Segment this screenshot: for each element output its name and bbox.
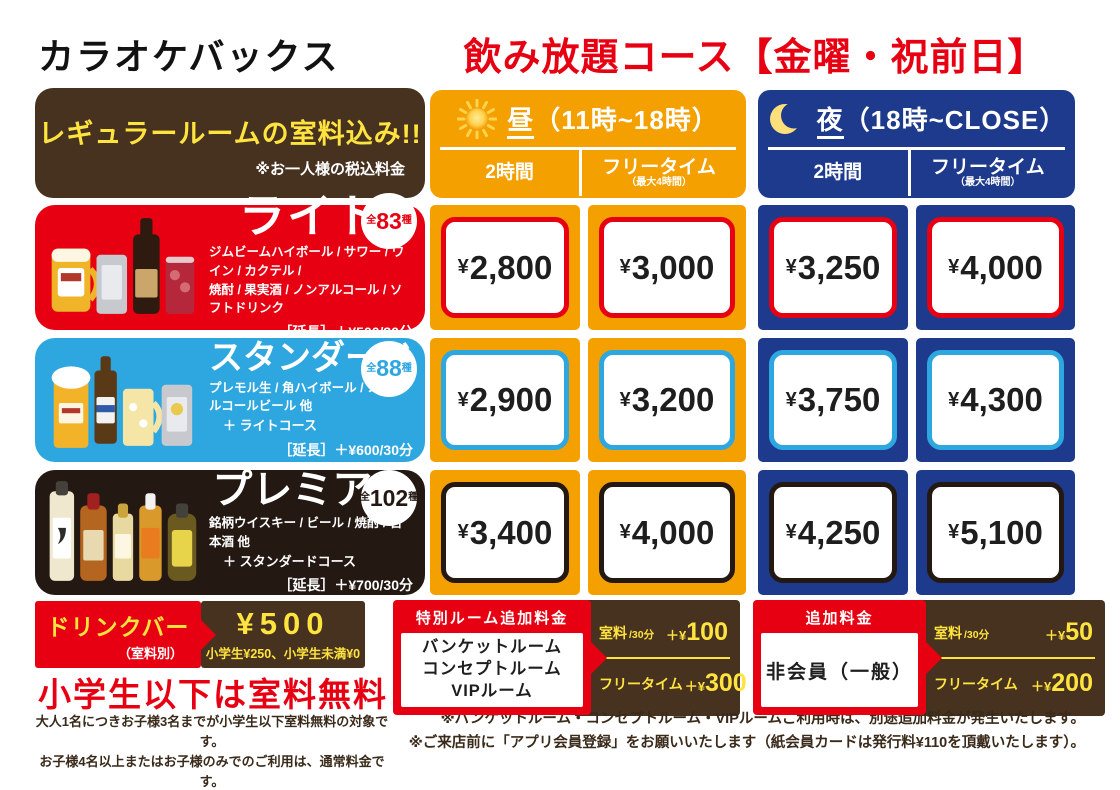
- price-cell-light-day-2h: ¥2,800: [430, 205, 580, 330]
- tax-included-note: ※お一人様の税込料金: [255, 161, 405, 178]
- count-badge-premium: 全 102 種: [360, 470, 418, 526]
- day-hours: （11時~18時）: [534, 105, 719, 135]
- surcharge-target-box: 非会員（一般）: [761, 633, 918, 707]
- special-room-box: 特別ルーム追加料金 バンケットルーム コンセプトルーム VIPルーム: [393, 600, 607, 715]
- drink-bar-label-box: ドリンクバー （室料別）: [35, 601, 216, 668]
- price-cell-light-night-freetime: ¥4,000: [916, 205, 1075, 330]
- day-label: 昼（11時~18時）: [507, 100, 719, 139]
- day-header: 昼（11時~18時） 2時間 フリータイム （最大4時間）: [430, 90, 746, 198]
- price-cell-light-day-freetime: ¥3,000: [588, 205, 746, 330]
- sun-icon: [457, 98, 498, 139]
- day-header-top: 昼（11時~18時）: [430, 90, 746, 147]
- special-room-arrow: [591, 641, 607, 674]
- price-cell-premium-day-freetime: ¥4,000: [588, 470, 746, 595]
- drink-bar-price: ¥500: [236, 605, 330, 641]
- night-header-top: 夜（18時~CLOSE）: [758, 90, 1075, 147]
- course-desc-light-2: 焼酎 / 果実酒 / ノンアルコール / ソフトドリンク: [209, 282, 403, 316]
- price-cell-standard-night-2h: ¥3,750: [758, 338, 908, 462]
- surcharge-title: 追加料金: [805, 610, 874, 627]
- count-badge-light: 全 83 種: [361, 193, 417, 249]
- kids-free-headline: 小学生以下は室料無料: [38, 676, 388, 713]
- night-subcolumns: 2時間 フリータイム （最大4時間）: [768, 147, 1065, 196]
- extension-fee-standard: ［延長］＋¥600/30分: [278, 441, 413, 458]
- footnote-line2: ※ご来店前に「アプリ会員登録」をお願いいたします（紙会員カードは発行料¥110を…: [408, 734, 1085, 751]
- course-body-standard: 全 88 種 スタンダード プレモル生 / 角ハイボール / ノンアルコールビール …: [209, 335, 425, 466]
- night-period: 夜: [816, 105, 844, 139]
- course-body-premium: 全 102 種 プレミアム 銘柄ウイスキー / ビール / 焼酎 / 日本酒 他 ＋…: [209, 464, 425, 601]
- page-title: 飲み放題コース【金曜・祝前日】: [463, 37, 1047, 79]
- course-body-light: 全 83 種 ライト ジムビームハイボール / サワー / ワイン / カクテル /…: [209, 187, 425, 348]
- surcharge-target: 非会員（一般）: [765, 661, 913, 683]
- course-card-standard: 全 88 種 スタンダード プレモル生 / 角ハイボール / ノンアルコールビール …: [35, 338, 425, 462]
- day-col-2h: 2時間: [440, 150, 583, 196]
- drink-photo-light: [51, 217, 195, 314]
- surcharge-arrow: [926, 641, 942, 674]
- course-desc-premium-1: 銘柄ウイスキー / ビール / 焼酎 / 日本酒 他: [209, 516, 403, 549]
- drink-bar-arrow: [201, 619, 216, 650]
- special-room-fee-row: フリータイム ＋¥300: [599, 669, 747, 697]
- footnote-line1: ※バンケットルーム・コンセプトルーム・VIPルームご利用時は、別途追加料金が発生…: [440, 711, 1085, 727]
- course-card-premium: 全 102 種 プレミアム 銘柄ウイスキー / ビール / 焼酎 / 日本酒 他 ＋…: [35, 470, 425, 595]
- drink-bar-price-box: ¥500 小学生¥250、小学生未満¥0: [201, 601, 365, 668]
- brand-logo: カラオケバックス: [38, 36, 340, 77]
- special-room-list: バンケットルーム コンセプトルーム VIPルーム: [401, 633, 583, 707]
- drink-bar-room-note: （室料別）: [117, 645, 183, 661]
- price-cell-premium-night-2h: ¥4,250: [758, 470, 908, 595]
- extension-fee-premium: ［延長］＋¥700/30分: [278, 577, 413, 593]
- drink-photo-standard: [51, 356, 193, 448]
- course-desc-light-1: ジムビームハイボール / サワー / ワイン / カクテル /: [209, 245, 405, 278]
- kids-free-note-line1: 大人1名につきお子様3名までが小学生以下室料無料の対象です。: [35, 714, 389, 750]
- surcharge-fee-row: 室料/30分 ＋¥50: [920, 608, 1095, 659]
- price-cell-standard-day-2h: ¥2,900: [430, 338, 580, 462]
- room-fee-included-box: レギュラールームの室料込み!! ※お一人様の税込料金: [35, 88, 425, 198]
- day-period: 昼: [507, 105, 535, 139]
- surcharge-fee-row: フリータイム ＋¥200: [934, 669, 1093, 697]
- special-room-item: VIPルーム: [451, 681, 533, 700]
- day-col-freetime: フリータイム （最大4時間）: [602, 156, 716, 188]
- kids-free-note: 大人1名につきお子様3名までが小学生以下室料無料の対象です。 お子様4名以上また…: [28, 712, 396, 790]
- course-title-light: ライト: [239, 190, 383, 242]
- moon-icon: [769, 102, 807, 134]
- course-desc-standard-1: プレモル生 / 角ハイボール / ノンアルコールビール 他: [209, 380, 405, 414]
- kids-free-note-line2: お子様4名以上またはお子様のみでのご利用は、通常料金です。: [39, 754, 385, 790]
- special-room-fee-row: 室料/30分 ＋¥100: [585, 608, 730, 659]
- day-subcolumns: 2時間 フリータイム （最大4時間）: [440, 147, 736, 196]
- room-fee-included-text: レギュラールームの室料込み!!: [38, 119, 422, 149]
- surcharge-box: 追加料金 非会員（一般）: [753, 600, 942, 715]
- special-room-item: バンケットルーム: [421, 638, 563, 657]
- drink-bar-kids-price: 小学生¥250、小学生未満¥0: [205, 646, 361, 661]
- special-room-title: 特別ルーム追加料金: [415, 610, 569, 627]
- night-col-2h: 2時間: [768, 150, 911, 196]
- price-cell-light-night-2h: ¥3,250: [758, 205, 908, 330]
- course-card-light: 全 83 種 ライト ジムビームハイボール / サワー / ワイン / カクテル /…: [35, 193, 425, 340]
- price-cell-premium-night-freetime: ¥5,100: [916, 470, 1075, 595]
- extension-fee-light: ［延長］＋¥500/30分: [278, 324, 413, 340]
- price-cell-standard-night-freetime: ¥4,300: [916, 338, 1075, 462]
- course-desc-premium-2: ＋ スタンダードコース: [223, 553, 356, 569]
- night-label: 夜（18時~CLOSE）: [816, 100, 1067, 139]
- night-col-freetime: フリータイム （最大4時間）: [930, 156, 1045, 188]
- night-hours: （18時~CLOSE）: [843, 105, 1067, 135]
- drink-photo-premium: [49, 480, 197, 581]
- price-cell-premium-day-2h: ¥3,400: [430, 470, 580, 595]
- price-cell-standard-day-freetime: ¥3,200: [588, 338, 746, 462]
- count-badge-standard: 全 88 種: [361, 340, 417, 397]
- surcharge-fees: 室料/30分 ＋¥50 フリータイム ＋¥200: [910, 600, 1105, 716]
- special-room-item: コンセプトルーム: [422, 660, 562, 679]
- course-desc-standard-2: ＋ ライトコース: [223, 418, 317, 433]
- drink-bar-label: ドリンクバー: [46, 613, 190, 640]
- footnotes: ※バンケットルーム・コンセプトルーム・VIPルームご利用時は、別途追加料金が発生…: [390, 708, 1085, 756]
- night-header: 夜（18時~CLOSE） 2時間 フリータイム （最大4時間）: [758, 90, 1075, 198]
